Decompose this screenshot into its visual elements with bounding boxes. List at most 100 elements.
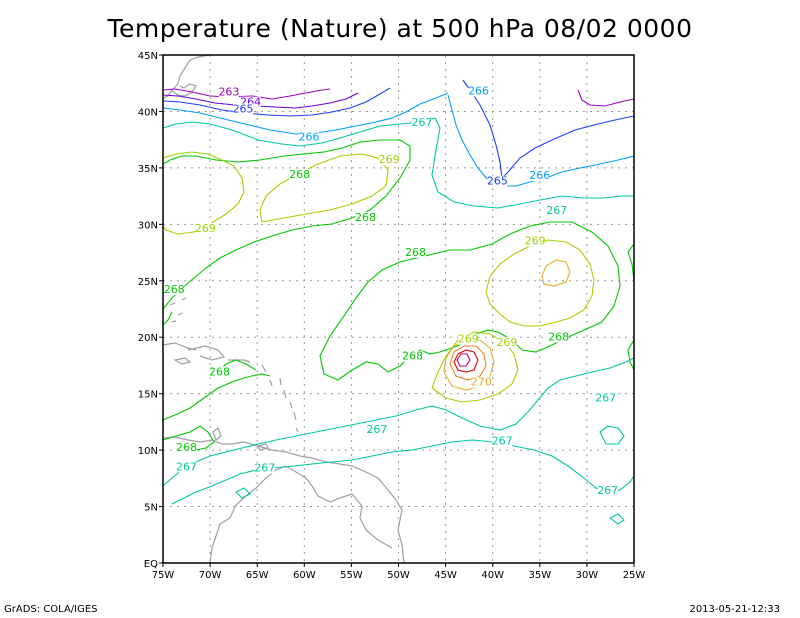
y-tick-label: 40N: [138, 107, 158, 118]
contour-label-bg: [218, 86, 239, 98]
x-tick-label: 65W: [246, 570, 269, 581]
x-tick-label: 35W: [528, 570, 551, 581]
contour-label: 266: [299, 131, 320, 144]
contour-label: 268: [402, 350, 423, 363]
contour-267-blip2: [608, 513, 625, 525]
contour-267-blip3: [235, 487, 251, 499]
y-tick-label: EQ: [144, 559, 158, 570]
contour-label-bg: [233, 103, 254, 115]
contour-label: 267: [546, 204, 567, 217]
contour-label-bg: [546, 205, 567, 217]
contour-label: 265: [487, 175, 508, 188]
contour-label: 268: [209, 365, 230, 378]
contour-label: 265: [233, 102, 254, 115]
contour-label-bg: [366, 424, 387, 436]
contour-label: 269: [525, 235, 546, 248]
x-tick-label: 45W: [434, 570, 457, 581]
contour-label: 266: [529, 169, 550, 182]
contour-269-south: [431, 331, 519, 403]
contour-269-west: [163, 151, 245, 235]
contour-label-bg: [402, 350, 423, 362]
contour-268-big: [319, 221, 621, 381]
contour-label-bg: [471, 376, 492, 388]
y-tick-label: 10N: [138, 446, 158, 457]
contour-label-bg: [176, 442, 197, 454]
contour-269-east: [485, 239, 595, 327]
y-tick-label: 5N: [144, 503, 158, 514]
contour-263: [163, 88, 331, 100]
contour-label: 267: [595, 391, 616, 404]
contour-268-sw: [163, 425, 215, 451]
contour-267-bottom: [171, 439, 634, 505]
contour-273: [456, 353, 471, 367]
contour-label: 267: [254, 461, 275, 474]
contour-label: 266: [468, 84, 489, 97]
contour-label-bg: [529, 170, 550, 182]
south-america-coast: [163, 436, 405, 563]
contour-label: 268: [548, 330, 569, 343]
contour-label-bg: [289, 168, 310, 180]
contour-268-nw: [163, 311, 173, 326]
contour-label: 268: [176, 441, 197, 454]
contour-label-bg: [240, 96, 261, 108]
contour-label: 268: [405, 246, 426, 259]
x-tick-label: 30W: [576, 570, 599, 581]
contour-268-south: [163, 373, 271, 421]
contour-268: [163, 139, 411, 310]
y-tick-label: 30N: [138, 220, 158, 231]
contour-266-east: [447, 94, 634, 187]
contour-label-bg: [412, 116, 433, 128]
contour-271: [449, 345, 487, 381]
contour-267: [163, 117, 634, 209]
y-tick-label: 25N: [138, 277, 158, 288]
contour-label-bg: [379, 154, 400, 166]
contour-label-bg: [209, 366, 230, 378]
contour-label-bg: [487, 175, 508, 187]
y-tick-label: 35N: [138, 164, 158, 175]
contour-265: [163, 87, 391, 117]
contour-label: 268: [289, 168, 310, 181]
contour-label: 269: [496, 336, 517, 349]
x-tick-label: 75W: [152, 570, 175, 581]
contour-label: 269: [195, 222, 216, 235]
x-axis-ticks: 75W 70W 65W 60W 55W 50W 45W 40W 35W 30W 25W: [152, 563, 646, 581]
x-tick-label: 25W: [623, 570, 646, 581]
contour-label: 268: [164, 283, 185, 296]
contour-265-east: [462, 79, 634, 180]
contour-label-bg: [176, 461, 197, 473]
contour-label: 263: [218, 86, 239, 99]
contour-264: [163, 92, 359, 109]
contour-266: [163, 92, 449, 135]
contour-270: [443, 339, 495, 391]
contour-label: 267: [366, 423, 387, 436]
contour-label-bg: [164, 284, 185, 296]
contour-label-bg: [492, 435, 513, 447]
map-title: Temperature (Nature) at 500 hPa 08/02 00…: [107, 14, 693, 43]
south-america-interior: [209, 465, 393, 563]
contour-label-bg: [299, 131, 320, 143]
contour-263-east: [577, 89, 634, 107]
contour-label-bg: [468, 85, 489, 97]
nova-scotia-coast: [171, 83, 197, 97]
x-tick-label: 40W: [481, 570, 504, 581]
contour-label: 270: [471, 376, 492, 389]
contour-label-bg: [195, 223, 216, 235]
contour-268-se: [627, 339, 634, 371]
temperature-contours: [163, 79, 634, 525]
contour-268-east: [627, 243, 634, 281]
cuba-hispaniola: [163, 342, 251, 363]
contour-267-blip1: [599, 425, 625, 445]
contour-label-bg: [595, 392, 616, 404]
contour-label-bg: [548, 331, 569, 343]
y-axis-ticks: EQ 5N 10N 15N 20N 25N 30N 35N 40N 45N: [138, 51, 163, 570]
contour-label-bg: [525, 235, 546, 247]
footer-timestamp: 2013-05-21-12:33: [689, 604, 780, 615]
contour-label: 268: [355, 211, 376, 224]
trinidad: [257, 443, 269, 451]
contour-label-bg: [405, 246, 426, 258]
contour-270-east: [541, 259, 571, 287]
contour-label-bg: [496, 337, 517, 349]
y-tick-label: 20N: [138, 333, 158, 344]
